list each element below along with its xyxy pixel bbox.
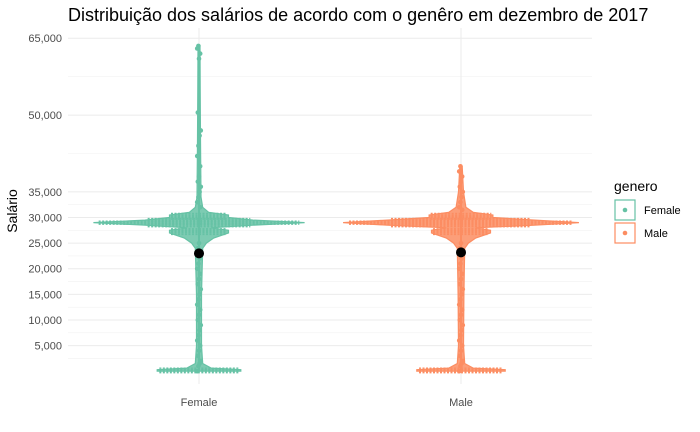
point-male-7	[456, 338, 462, 343]
point-female-27	[197, 204, 203, 210]
point-female-36	[196, 143, 201, 149]
point-female-21	[194, 266, 200, 272]
point-male-16	[459, 292, 464, 297]
point-female-5	[196, 348, 202, 354]
violins	[93, 45, 579, 372]
point-female-7	[194, 338, 200, 343]
point-male-21	[456, 266, 462, 272]
point-female-17	[198, 286, 204, 292]
point-female-14	[194, 302, 200, 307]
x-tick-label-female: Female	[181, 397, 218, 409]
mean-female	[194, 248, 204, 259]
point-female-19	[196, 276, 202, 282]
point-female-38	[198, 128, 204, 133]
point-male-22	[458, 261, 463, 266]
point-female-35	[194, 153, 200, 159]
point-female-22	[196, 261, 201, 266]
point-male-35	[456, 169, 462, 174]
point-female-9	[197, 327, 202, 333]
data-points	[98, 43, 574, 374]
y-tick-label-8: 65,000	[28, 33, 62, 45]
mean-male	[456, 247, 466, 258]
point-female-4	[195, 353, 201, 359]
point-female-10	[198, 322, 204, 328]
point-female-37	[197, 133, 202, 138]
point-male-34	[459, 174, 465, 179]
point-male-27	[459, 207, 465, 213]
point-male-18	[457, 281, 463, 287]
point-male-6	[459, 343, 465, 348]
point-female-34	[197, 164, 203, 169]
point-male-12	[458, 312, 464, 318]
legend-label-female: Female	[644, 205, 681, 217]
point-male-8	[458, 333, 463, 338]
legend-dot-male	[622, 230, 628, 236]
point-male-10	[460, 322, 466, 328]
mean-markers	[194, 247, 466, 259]
point-male-15	[458, 297, 463, 302]
y-tick-label-4: 25,000	[28, 238, 62, 250]
point-female-18	[195, 281, 201, 287]
point-female-26	[196, 240, 202, 246]
point-female-43	[196, 43, 201, 49]
point-male-31	[460, 189, 466, 195]
point-male-9	[459, 327, 464, 333]
point-male-33	[458, 179, 464, 184]
point-female-30	[197, 189, 202, 195]
y-tick-label-0: 5,000	[34, 341, 62, 353]
point-female-41	[197, 51, 203, 56]
point-female-20	[197, 271, 203, 277]
point-male-20	[459, 271, 465, 277]
point-male-23	[459, 256, 464, 261]
point-male-32	[457, 184, 463, 190]
point-female-29	[196, 194, 201, 200]
y-tick-label-2: 15,000	[28, 289, 62, 301]
point-female-13	[197, 307, 203, 313]
y-tick-label-1: 10,000	[28, 315, 62, 327]
point-male-26	[458, 240, 464, 246]
point-female-40	[196, 56, 202, 62]
point-male-30	[459, 194, 464, 200]
point-male-19	[458, 276, 464, 282]
legend-dot-female	[622, 207, 628, 213]
legend-label-male: Male	[644, 228, 668, 240]
point-female-6	[197, 343, 203, 348]
grid-lines	[68, 28, 592, 384]
point-male-28	[456, 204, 462, 210]
point-male-13	[459, 307, 465, 313]
point-female-15	[196, 297, 201, 302]
point-male-11	[457, 317, 463, 323]
point-male-14	[456, 302, 462, 307]
point-male-4	[457, 353, 463, 359]
point-female-8	[196, 333, 201, 338]
point-male-5	[458, 348, 464, 354]
point-female-33	[196, 174, 202, 179]
y-tick-label-3: 20,000	[28, 264, 62, 276]
x-tick-label-male: Male	[449, 397, 473, 409]
legend-title: genero	[614, 178, 658, 194]
point-male-17	[460, 286, 466, 292]
point-female-39	[195, 110, 201, 115]
point-male-3	[460, 358, 466, 364]
chart-title: Distribuição dos salários de acordo com …	[68, 5, 648, 25]
y-tick-label-6: 35,000	[28, 187, 62, 199]
y-tick-label-7: 50,000	[28, 110, 62, 122]
point-male-29	[458, 199, 463, 205]
y-axis-title: Salário	[4, 189, 20, 233]
y-tick-label-5: 30,000	[28, 213, 62, 225]
legend: genero Female Male	[614, 178, 681, 244]
point-female-11	[195, 317, 201, 323]
point-female-31	[198, 184, 204, 190]
point-female-3	[198, 358, 204, 364]
point-female-32	[195, 179, 201, 184]
x-tick-labels: Female Male	[181, 397, 473, 409]
point-female-28	[194, 199, 200, 205]
point-female-12	[196, 312, 202, 318]
point-female-16	[197, 292, 202, 297]
y-tick-labels: 5,000 10,000 15,000 20,000 25,000 30,000 35,00…	[28, 33, 62, 352]
point-male-36	[458, 164, 463, 169]
